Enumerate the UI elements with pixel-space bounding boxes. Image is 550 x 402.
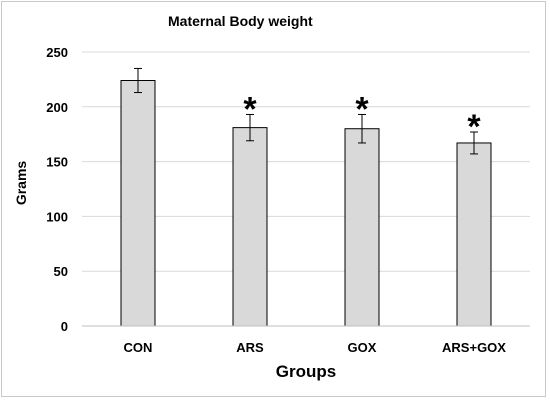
y-tick-label: 100 bbox=[46, 209, 68, 224]
y-tick-label: 250 bbox=[46, 45, 68, 60]
significance-star: * bbox=[355, 90, 369, 128]
x-tick-label: GOX bbox=[348, 340, 377, 355]
x-tick-label: ARS+GOX bbox=[442, 340, 506, 355]
y-tick-label: 200 bbox=[46, 100, 68, 115]
bar-ars bbox=[232, 127, 268, 327]
chart-frame bbox=[1, 1, 546, 397]
bar-con bbox=[120, 79, 156, 327]
significance-markers: * * * bbox=[243, 90, 481, 146]
x-tick-label: ARS bbox=[236, 340, 264, 355]
significance-star: * bbox=[467, 108, 481, 146]
x-tick-label: CON bbox=[124, 340, 153, 355]
x-axis-label: Groups bbox=[276, 362, 336, 381]
y-axis-label: Grams bbox=[13, 161, 29, 206]
error-bar bbox=[134, 67, 142, 94]
error-bar bbox=[470, 131, 478, 155]
y-tick-label: 0 bbox=[61, 319, 68, 334]
error-bar bbox=[246, 113, 254, 142]
significance-star: * bbox=[243, 90, 257, 128]
bars bbox=[120, 79, 492, 327]
x-tick-labels: CON ARS GOX ARS+GOX bbox=[124, 340, 507, 355]
error-bar bbox=[358, 113, 366, 144]
bar-ars-gox bbox=[456, 142, 492, 327]
error-bars bbox=[134, 67, 478, 155]
bar-gox bbox=[344, 128, 380, 327]
gridlines bbox=[82, 51, 530, 272]
y-tick-label: 50 bbox=[54, 264, 68, 279]
chart-title: Maternal Body weight bbox=[168, 13, 313, 29]
y-tick-labels: 0 50 100 150 200 250 bbox=[46, 45, 68, 334]
y-tick-label: 150 bbox=[46, 155, 68, 170]
